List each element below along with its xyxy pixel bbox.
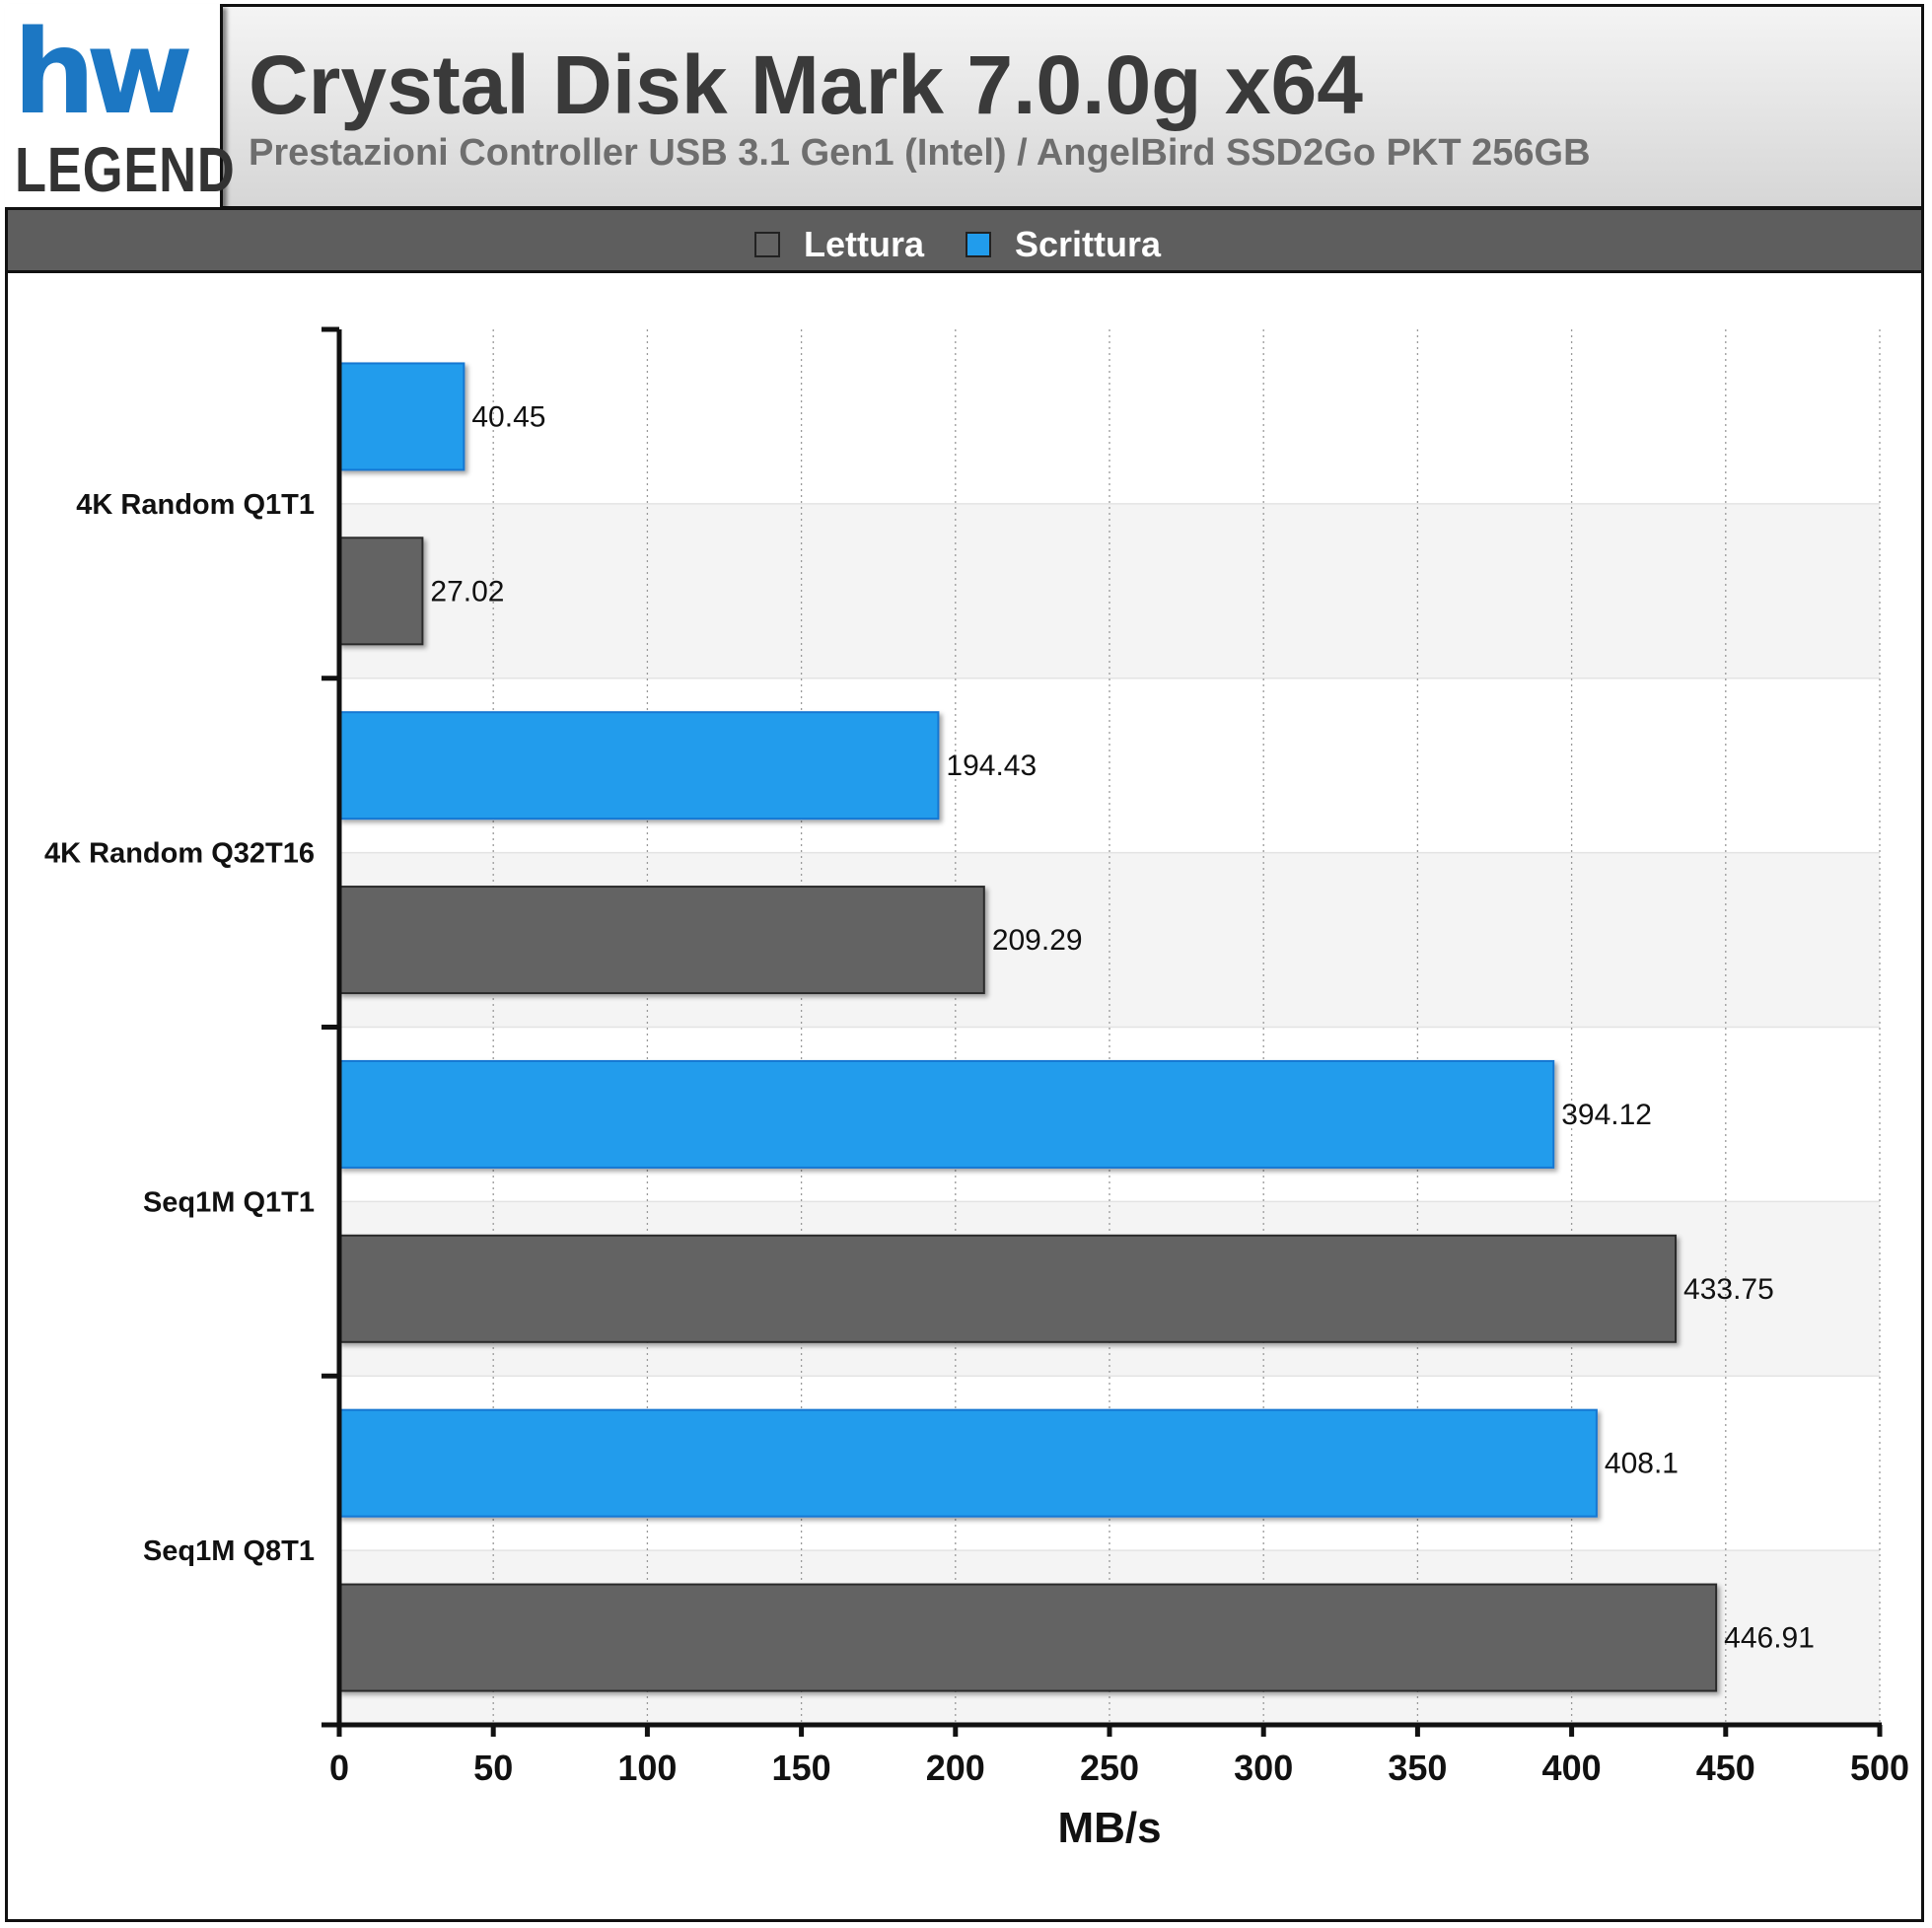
bar-scrittura-seq1m-q8t1 [338, 1408, 1598, 1518]
chart-subtitle: Prestazioni Controller USB 3.1 Gen1 (Int… [249, 132, 1591, 174]
x-tick-label: 200 [926, 1748, 985, 1788]
labels: 0 50 100 150 200 250 300 350 400 450 500 40.45 27.02… [44, 400, 1909, 1852]
x-tick-label: 150 [772, 1748, 831, 1788]
x-tick-label: 300 [1234, 1748, 1293, 1788]
bar-lettura-4k-random-q1t1 [338, 536, 424, 646]
value-label: 408.1 [1605, 1448, 1679, 1480]
logo-wordmark: LEGEND [15, 134, 236, 205]
bar-lettura-4k-random-q32t16 [338, 886, 985, 995]
legend-swatch-lettura [754, 232, 780, 257]
category-label: 4K Random Q32T16 [44, 838, 315, 870]
legend: Lettura Scrittura [5, 207, 1924, 273]
value-label: 27.02 [430, 575, 504, 607]
x-tick-label: 350 [1388, 1748, 1447, 1788]
category-label: Seq1M Q8T1 [143, 1535, 315, 1567]
bar-scrittura-4k-random-q1t1 [338, 362, 465, 471]
category-label: Seq1M Q1T1 [143, 1186, 315, 1218]
value-label: 394.12 [1561, 1099, 1652, 1131]
value-label: 433.75 [1683, 1273, 1774, 1306]
chart-title: Crystal Disk Mark 7.0.0g x64 [249, 38, 1363, 131]
x-tick-label: 50 [473, 1748, 513, 1788]
x-axis-title: MB/s [1057, 1804, 1161, 1852]
grid-lines [492, 329, 1881, 1725]
x-tick-label: 0 [329, 1748, 349, 1788]
x-tick-label: 400 [1542, 1748, 1602, 1788]
x-tick-label: 250 [1080, 1748, 1139, 1788]
category-label: 4K Random Q1T1 [76, 489, 315, 521]
axes [322, 326, 1883, 1737]
bar-scrittura-4k-random-q32t16 [338, 711, 940, 821]
x-tick-label: 450 [1696, 1748, 1755, 1788]
plot-band [339, 329, 1880, 504]
value-label: 446.91 [1724, 1622, 1815, 1655]
legend-label-scrittura: Scrittura [1015, 224, 1162, 264]
logo-mark: hw [13, 4, 193, 140]
legend-item-scrittura: Scrittura [966, 227, 1161, 262]
value-label: 40.45 [471, 400, 545, 433]
legend-label-lettura: Lettura [804, 224, 925, 264]
chart-header: Crystal Disk Mark 7.0.0g x64 Prestazioni… [5, 4, 1924, 209]
value-label: 209.29 [992, 924, 1083, 957]
x-tick-label: 100 [617, 1748, 677, 1788]
bar-scrittura-seq1m-q1t1 [338, 1059, 1555, 1169]
legend-swatch-scrittura [966, 232, 991, 257]
value-label: 194.43 [946, 750, 1037, 782]
bar-lettura-seq1m-q8t1 [338, 1583, 1718, 1692]
bars [338, 362, 1718, 1692]
x-tick-label: 500 [1850, 1748, 1909, 1788]
bar-lettura-seq1m-q1t1 [338, 1234, 1678, 1343]
legend-item-lettura: Lettura [754, 227, 924, 262]
hwlegend-logo: hw LEGEND [5, 4, 235, 219]
